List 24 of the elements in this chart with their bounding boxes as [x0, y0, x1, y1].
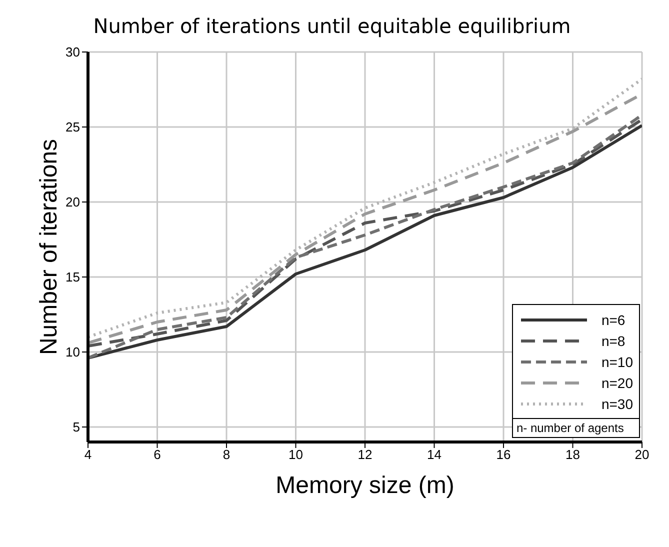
legend-label: n=6 — [601, 312, 626, 328]
x-tick-label: 6 — [154, 447, 161, 462]
y-axis-title: Number of iterations — [36, 138, 63, 356]
y-tick-label: 30 — [66, 44, 80, 60]
y-tick-label: 20 — [66, 194, 80, 210]
x-tick-label: 12 — [358, 447, 372, 462]
x-tick-label: 4 — [84, 447, 92, 462]
x-tick-label: 8 — [222, 447, 230, 462]
legend-label: n=30 — [601, 396, 633, 412]
x-tick-label: 16 — [496, 447, 511, 462]
chart-title: Number of iterations until equitable equilibrium — [92, 14, 572, 38]
x-tick-label: 18 — [566, 447, 580, 462]
y-tick-label: 5 — [72, 420, 80, 435]
x-axis-title: Memory size (m) — [276, 472, 454, 500]
x-tick-label: 10 — [288, 447, 303, 462]
x-tick-label: 20 — [634, 447, 650, 462]
x-tick-label: 14 — [427, 447, 442, 462]
y-tick-label: 25 — [66, 120, 80, 135]
legend-title: n- number of agents — [513, 418, 639, 437]
legend-label: n=8 — [601, 332, 626, 348]
y-tick-label: 10 — [66, 344, 80, 360]
legend-label: n=20 — [601, 374, 633, 390]
legend-label: n=10 — [601, 354, 633, 370]
y-tick-label: 15 — [66, 270, 80, 285]
